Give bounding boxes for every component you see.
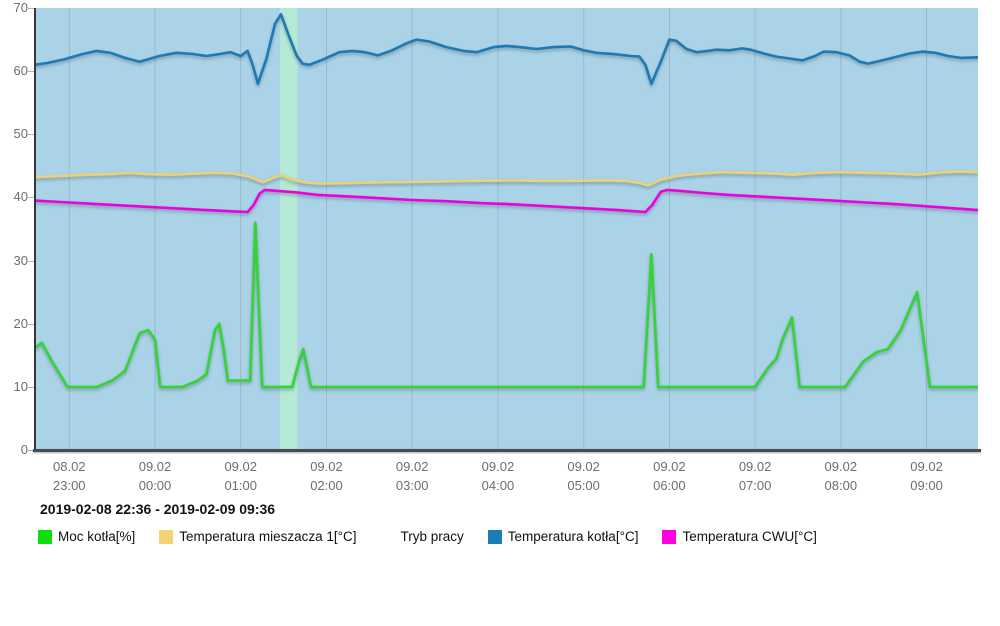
legend-label-moc-kotla: Moc kotła[%] — [58, 529, 136, 544]
series-line-temperatura-cwu — [35, 188, 978, 214]
x-tick-date: 09.02 — [653, 459, 686, 474]
x-tick-date: 08.02 — [53, 459, 86, 474]
series-line-moc-kotla — [35, 221, 978, 389]
y-tick-label: 60 — [13, 63, 28, 79]
date-range-label: 2019-02-08 22:36 - 2019-02-09 09:36 — [40, 501, 276, 517]
x-tick-date: 09.02 — [395, 459, 429, 474]
chart-legend: Moc kotła[%] Temperatura mieszacza 1[°C] T… — [38, 529, 841, 544]
legend-swatch-moc-kotla — [38, 529, 52, 544]
series-line-temperatura-kotla — [35, 13, 978, 86]
x-tick-label: 09.02 03:00 — [372, 457, 452, 495]
x-tick-date: 09.02 — [138, 459, 172, 474]
x-tick-time: 08:00 — [824, 478, 858, 493]
x-tick-time: 02:00 — [310, 478, 343, 493]
x-tick-label: 09.02 05:00 — [544, 457, 624, 495]
x-tick-date: 09.02 — [824, 459, 858, 474]
x-tick-time: 03:00 — [395, 478, 429, 493]
y-tick-label: 50 — [13, 126, 28, 142]
tryb-pracy-highlight-band — [280, 8, 298, 450]
chart-plot-area[interactable] — [35, 8, 978, 450]
x-axis-line — [33, 449, 981, 452]
legend-item-moc-kotla[interactable]: Moc kotła[%] — [38, 529, 135, 544]
y-tick-label: 30 — [13, 252, 28, 268]
legend-item-temperatura-mieszacza-1[interactable]: Temperatura mieszacza 1[°C] — [159, 529, 357, 544]
x-tick-time: 05:00 — [567, 478, 600, 493]
x-tick-date: 09.02 — [738, 459, 772, 474]
y-tick-mark — [28, 134, 34, 136]
x-tick-time: 23:00 — [53, 478, 86, 493]
x-tick-label: 09.02 04:00 — [458, 457, 538, 495]
y-tick-label: 10 — [13, 378, 28, 394]
legend-item-tryb-pracy[interactable]: Tryb pracy — [381, 529, 464, 544]
x-tick-label: 08.02 23:00 — [29, 457, 109, 495]
y-tick-label: 20 — [13, 315, 28, 331]
y-tick-mark — [28, 386, 34, 388]
x-tick-date: 09.02 — [481, 459, 515, 474]
legend-swatch-temperatura-kotla — [487, 529, 502, 544]
y-tick-label: 40 — [13, 189, 28, 205]
legend-label-temperatura-mieszacza-1: Temperatura mieszacza 1[°C] — [179, 529, 357, 544]
x-tick-time: 04:00 — [481, 478, 515, 493]
y-tick-mark — [28, 8, 34, 9]
series-line-temperatura-mieszacza-1 — [35, 170, 978, 187]
legend-swatch-temperatura-cwu — [662, 529, 677, 544]
x-tick-label: 09.02 07:00 — [715, 457, 795, 495]
x-tick-time: 01:00 — [224, 478, 257, 493]
legend-swatch-temperatura-mieszacza-1 — [159, 529, 174, 544]
y-tick-mark — [28, 323, 34, 325]
x-tick-label: 09.02 06:00 — [629, 457, 709, 495]
x-tick-time: 07:00 — [738, 478, 772, 493]
y-tick-mark — [28, 450, 34, 451]
x-tick-time: 09:00 — [910, 478, 943, 493]
legend-label-temperatura-kotla: Temperatura kotła[°C] — [507, 529, 639, 544]
x-tick-date: 09.02 — [224, 459, 257, 474]
x-tick-time: 06:00 — [653, 478, 686, 493]
x-tick-date: 09.02 — [310, 459, 343, 474]
y-tick-mark — [28, 260, 34, 262]
x-tick-label: 09.02 02:00 — [286, 457, 366, 495]
x-tick-label: 09.02 09:00 — [887, 457, 967, 495]
legend-label-tryb-pracy: Tryb pracy — [400, 529, 464, 544]
x-tick-label: 09.02 08:00 — [801, 457, 881, 495]
chart-canvas — [35, 8, 978, 450]
x-tick-label: 09.02 01:00 — [201, 457, 281, 495]
x-tick-label: 09.02 00:00 — [115, 457, 195, 495]
legend-item-temperatura-cwu[interactable]: Temperatura CWU[°C] — [662, 529, 817, 544]
legend-swatch-tryb-pracy — [381, 530, 395, 544]
x-tick-date: 09.02 — [567, 459, 600, 474]
legend-label-temperatura-cwu: Temperatura CWU[°C] — [682, 529, 817, 544]
y-tick-label: 0 — [20, 442, 28, 457]
legend-item-temperatura-kotla[interactable]: Temperatura kotła[°C] — [487, 529, 639, 544]
x-tick-date: 09.02 — [910, 459, 943, 474]
y-tick-mark — [28, 71, 34, 73]
y-tick-mark — [28, 197, 34, 199]
x-tick-time: 00:00 — [138, 478, 172, 493]
y-axis-line — [34, 8, 36, 451]
y-tick-label: 70 — [13, 0, 28, 15]
